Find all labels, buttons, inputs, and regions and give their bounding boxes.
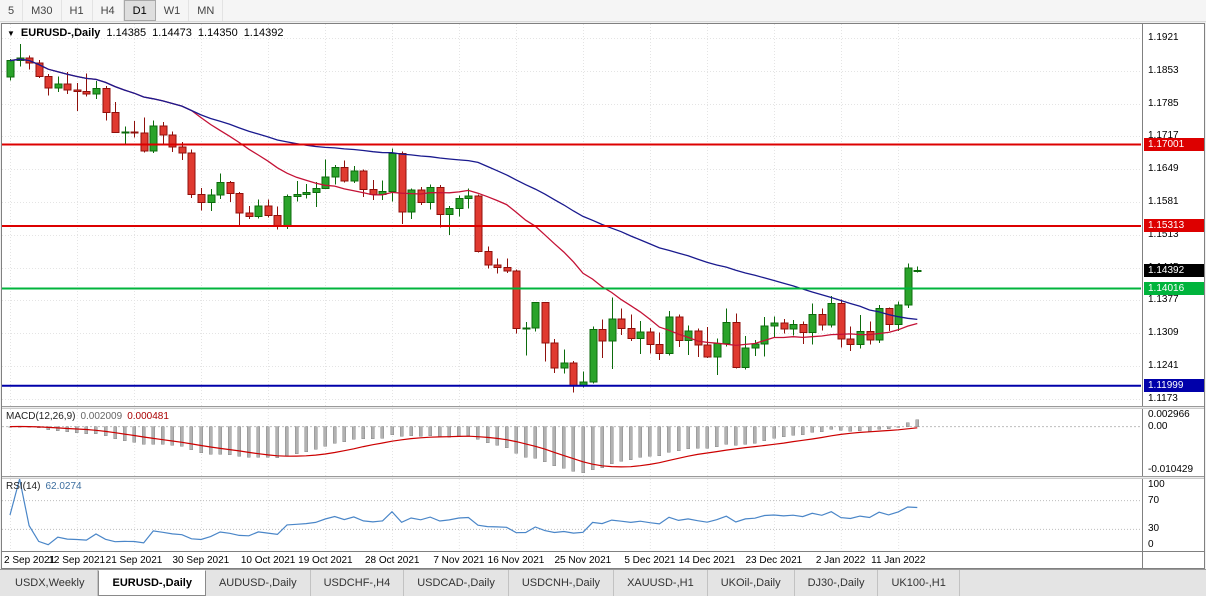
symbol-period-label: EURUSD-,Daily bbox=[20, 27, 101, 39]
tab-eurusd-daily[interactable]: EURUSD-,Daily bbox=[98, 570, 206, 596]
date-label: 21 Sep 2021 bbox=[105, 555, 163, 566]
price-tick: 1.1717 bbox=[1148, 130, 1179, 142]
pane-splitter[interactable] bbox=[2, 406, 1204, 409]
chart-dropdown-icon[interactable]: ▼ bbox=[7, 28, 15, 38]
date-label: 25 Nov 2021 bbox=[554, 555, 612, 566]
macd-main-value: 0.002009 bbox=[80, 411, 123, 422]
pane-splitter[interactable] bbox=[2, 476, 1204, 479]
rsi-tick: 0 bbox=[1148, 539, 1154, 550]
price-badge-1.14016: 1.14016 bbox=[1144, 282, 1204, 295]
tab-xauusd-h1[interactable]: XAUUSD-,H1 bbox=[614, 570, 708, 596]
current-price-badge: 1.14392 bbox=[1144, 263, 1204, 277]
macd-signal-line bbox=[9, 425, 918, 468]
rsi-tick: 30 bbox=[1148, 523, 1160, 535]
macd-indicator-pane: MACD(12,26,9) 0.002009 0.000481 0.002966… bbox=[2, 409, 1204, 476]
candlestick-series bbox=[6, 43, 922, 393]
date-label: 2 Sep 2021 bbox=[4, 555, 56, 566]
macd-tick: -0.010429 bbox=[1148, 464, 1194, 475]
rsi-canvas[interactable] bbox=[2, 479, 1141, 551]
timeframe-button-mn[interactable]: MN bbox=[189, 0, 224, 21]
date-label: 30 Sep 2021 bbox=[172, 555, 230, 566]
macd-name: MACD(12,26,9) bbox=[6, 411, 76, 422]
timeframe-button-d1[interactable]: D1 bbox=[123, 0, 156, 21]
macd-axis[interactable]: 0.002966 0.00 -0.010429 bbox=[1142, 409, 1204, 476]
price-chart-canvas[interactable] bbox=[2, 24, 1141, 406]
price-tick: 1.1513 bbox=[1148, 228, 1179, 240]
price-tick: 1.1649 bbox=[1148, 163, 1179, 175]
date-label: 28 Oct 2021 bbox=[365, 555, 420, 566]
rsi-indicator-pane: RSI(14) 62.0274 100 70 30 0 bbox=[2, 479, 1204, 551]
price-tick: 1.1309 bbox=[1148, 327, 1179, 339]
rsi-name: RSI(14) bbox=[6, 481, 41, 492]
date-label: 16 Nov 2021 bbox=[487, 555, 545, 566]
macd-signal-value: 0.000481 bbox=[127, 411, 169, 422]
rsi-tick: 70 bbox=[1148, 494, 1160, 506]
macd-tick: 0.002966 bbox=[1148, 409, 1190, 420]
date-label: 11 Jan 2022 bbox=[871, 555, 926, 566]
rsi-label: RSI(14) 62.0274 bbox=[6, 481, 82, 492]
close-value: 1.14392 bbox=[243, 27, 284, 39]
ohlc-values: 1.14385 1.14473 1.14350 1.14392 bbox=[106, 27, 283, 39]
chart-tabs-bar: USDX,Weekly EURUSD-,Daily AUDUSD-,Daily USD… bbox=[0, 569, 1206, 596]
price-tick: 1.1173 bbox=[1148, 392, 1178, 404]
date-label: 14 Dec 2021 bbox=[678, 555, 736, 566]
date-label: 7 Nov 2021 bbox=[433, 555, 485, 566]
date-label: 10 Oct 2021 bbox=[240, 555, 296, 566]
tab-audusd-daily[interactable]: AUDUSD-,Daily bbox=[205, 570, 311, 596]
ma-slow-line[interactable] bbox=[9, 58, 918, 321]
price-badge-1.11999: 1.11999 bbox=[1144, 379, 1204, 393]
rsi-value: 62.0274 bbox=[45, 481, 82, 492]
tab-dj30-daily[interactable]: DJ30-,Daily bbox=[794, 570, 879, 596]
tab-usdx-weekly[interactable]: USDX,Weekly bbox=[2, 570, 99, 596]
tab-uk100-h1[interactable]: UK100-,H1 bbox=[878, 570, 960, 596]
timeframe-button-h1[interactable]: H1 bbox=[62, 0, 93, 21]
price-badge-1.17001: 1.17001 bbox=[1144, 138, 1204, 152]
date-label: 19 Oct 2021 bbox=[298, 555, 353, 566]
price-tick: 1.1853 bbox=[1148, 64, 1179, 76]
date-label: 23 Dec 2021 bbox=[745, 555, 803, 566]
price-tick: 1.1241 bbox=[1148, 359, 1179, 371]
price-tick: 1.1581 bbox=[1148, 195, 1179, 207]
tab-ukoil-daily[interactable]: UKOil-,Daily bbox=[707, 570, 795, 596]
timeframe-button-w1[interactable]: W1 bbox=[156, 0, 190, 21]
chart-window: ▼ EURUSD-,Daily 1.14385 1.14473 1.14350 … bbox=[1, 23, 1205, 569]
rsi-tick: 100 bbox=[1148, 479, 1165, 490]
timeframe-toolbar: 5 M30 H1 H4 D1 W1 MN bbox=[0, 0, 1206, 22]
price-axis[interactable]: 1.1921 1.1853 1.1785 1.1717 1.1649 1.1581 1.15… bbox=[1142, 24, 1204, 406]
chart-title: ▼ EURUSD-,Daily 1.14385 1.14473 1.14350 … bbox=[7, 27, 283, 39]
macd-tick: 0.00 bbox=[1148, 420, 1168, 432]
tab-usdchf-h4[interactable]: USDCHF-,H4 bbox=[310, 570, 405, 596]
macd-canvas[interactable] bbox=[2, 409, 1141, 476]
date-label: 2 Jan 2022 bbox=[815, 555, 866, 566]
axis-corner bbox=[1142, 552, 1204, 568]
timeframe-button-m30[interactable]: M30 bbox=[23, 0, 62, 21]
price-badge-1.15313: 1.15313 bbox=[1144, 219, 1204, 233]
low-value: 1.14350 bbox=[197, 27, 238, 39]
rsi-line bbox=[9, 479, 918, 546]
macd-label: MACD(12,26,9) 0.002009 0.000481 bbox=[6, 411, 169, 422]
tab-usdcad-daily[interactable]: USDCAD-,Daily bbox=[404, 570, 509, 596]
macd-histogram bbox=[8, 419, 919, 474]
rsi-axis[interactable]: 100 70 30 0 bbox=[1142, 479, 1204, 551]
open-value: 1.14385 bbox=[106, 27, 147, 39]
timeframe-button-h4[interactable]: H4 bbox=[93, 0, 124, 21]
grid-lines bbox=[2, 24, 1141, 406]
price-tick: 1.1377 bbox=[1148, 294, 1179, 306]
price-tick: 1.1785 bbox=[1148, 97, 1179, 109]
date-label: 5 Dec 2021 bbox=[624, 555, 676, 566]
tab-usdcnh-daily[interactable]: USDCNH-,Daily bbox=[508, 570, 615, 596]
high-value: 1.14473 bbox=[152, 27, 192, 39]
date-label: 12 Sep 2021 bbox=[48, 555, 106, 566]
time-axis[interactable]: 2 Sep 2021 12 Sep 2021 21 Sep 2021 30 Sep 2… bbox=[2, 551, 1204, 568]
timeframe-button-5[interactable]: 5 bbox=[0, 0, 24, 21]
price-chart-pane: ▼ EURUSD-,Daily 1.14385 1.14473 1.14350 … bbox=[2, 24, 1204, 406]
price-tick: 1.1921 bbox=[1148, 31, 1179, 43]
